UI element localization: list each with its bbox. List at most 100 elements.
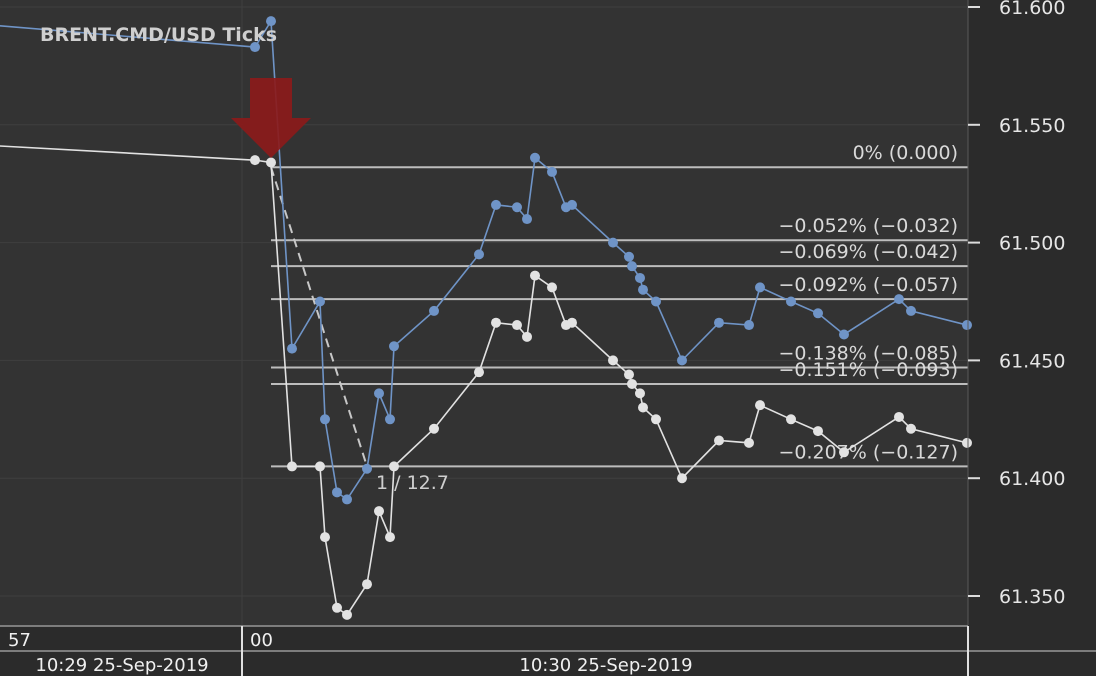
fibonacci-levels: 0% (0.000) −0.052% (−0.032) −0.069% (−0.04… (270, 142, 968, 468)
series-point-ask[interactable] (342, 494, 352, 505)
series-point-ask[interactable] (627, 261, 637, 272)
series-point-bid[interactable] (320, 532, 330, 543)
series-point-bid[interactable] (677, 473, 687, 484)
series-point-bid[interactable] (491, 317, 501, 328)
series-point-bid[interactable] (906, 423, 916, 434)
series-point-bid[interactable] (755, 400, 765, 411)
series-point-ask[interactable] (894, 294, 904, 305)
series-point-ask[interactable] (320, 414, 330, 425)
grid (0, 0, 968, 625)
series-point-bid[interactable] (962, 437, 972, 448)
series-point-bid[interactable] (638, 402, 648, 413)
series-point-bid[interactable] (332, 602, 342, 613)
series-point-ask[interactable] (677, 355, 687, 366)
series-point-ask[interactable] (385, 414, 395, 425)
series-point-bid[interactable] (287, 461, 297, 472)
x-axis[interactable]: 57 00 10:29 25-Sep-2019 10:30 25-Sep-2019 (0, 625, 1096, 676)
series-point-ask[interactable] (714, 317, 724, 328)
series-point-bid[interactable] (474, 367, 484, 378)
series-point-ask[interactable] (512, 202, 522, 213)
series-point-ask[interactable] (567, 199, 577, 210)
series-point-ask[interactable] (362, 463, 372, 474)
series-point-ask[interactable] (744, 320, 754, 331)
series-point-bid[interactable] (635, 388, 645, 399)
series-point-bid[interactable] (714, 435, 724, 446)
x-date-label: 10:30 25-Sep-2019 (519, 655, 692, 676)
chart-title: BRENT.CMD/USD Ticks (40, 24, 277, 46)
series-point-bid[interactable] (624, 369, 634, 380)
series-point-ask[interactable] (962, 320, 972, 331)
y-tick-label: 61.600 (999, 0, 1065, 19)
down-arrow-icon (231, 78, 311, 158)
plot-background (0, 0, 968, 625)
series-group (0, 16, 972, 620)
series-point-ask[interactable] (287, 343, 297, 354)
fib-trend-line[interactable] (270, 166, 368, 467)
series-point-bid[interactable] (894, 411, 904, 422)
y-tick-label: 61.450 (999, 350, 1065, 372)
series-point-ask[interactable] (608, 237, 618, 248)
fib-level-label: −0.092% (−0.057) (778, 274, 958, 296)
series-point-bid[interactable] (522, 331, 532, 342)
series-point-bid[interactable] (547, 282, 557, 293)
series-point-bid[interactable] (839, 447, 849, 458)
series-point-ask[interactable] (624, 251, 634, 262)
fib-level-label: −0.151% (−0.093) (778, 359, 958, 381)
series-point-bid[interactable] (530, 270, 540, 281)
series-point-bid[interactable] (567, 317, 577, 328)
series-point-ask[interactable] (638, 284, 648, 295)
y-tick-label: 61.550 (999, 115, 1065, 137)
series-point-ask[interactable] (429, 305, 439, 316)
series-point-bid[interactable] (429, 423, 439, 434)
series-point-ask[interactable] (315, 296, 325, 307)
series-point-bid[interactable] (627, 378, 637, 389)
fib-level-label: −0.052% (−0.032) (778, 215, 958, 237)
series-point-ask[interactable] (530, 152, 540, 163)
fib-ratio-label: 1 / 12.7 (376, 472, 449, 494)
series-point-ask[interactable] (839, 329, 849, 340)
x-tick-label: 57 (8, 630, 31, 651)
fib-level-label: −0.069% (−0.042) (778, 241, 958, 263)
series-point-bid[interactable] (315, 461, 325, 472)
x-tick-label: 00 (250, 630, 273, 651)
series-point-bid[interactable] (385, 532, 395, 543)
series-point-bid[interactable] (512, 320, 522, 331)
series-point-ask[interactable] (813, 308, 823, 319)
series-point-bid[interactable] (342, 609, 352, 620)
series-point-bid[interactable] (374, 506, 384, 517)
y-tick-label: 61.350 (999, 586, 1065, 608)
series-point-bid[interactable] (362, 579, 372, 590)
series-point-ask[interactable] (906, 305, 916, 316)
series-point-bid[interactable] (608, 355, 618, 366)
y-tick-label: 61.500 (999, 233, 1065, 255)
series-point-ask[interactable] (474, 249, 484, 260)
series-point-bid[interactable] (250, 155, 260, 166)
series-point-ask[interactable] (491, 199, 501, 210)
series-point-bid[interactable] (651, 414, 661, 425)
series-point-ask[interactable] (389, 341, 399, 352)
series-point-bid[interactable] (744, 437, 754, 448)
series-point-ask[interactable] (786, 296, 796, 307)
y-axis[interactable]: 61.600 61.550 61.500 61.450 61.400 61.350 (967, 0, 1065, 625)
series-point-bid[interactable] (389, 461, 399, 472)
series-point-ask[interactable] (332, 487, 342, 498)
series-point-bid[interactable] (266, 157, 276, 168)
axis-background (968, 0, 1096, 625)
series-point-ask[interactable] (266, 16, 276, 27)
series-point-bid[interactable] (786, 414, 796, 425)
fib-level-label: 0% (0.000) (853, 142, 958, 164)
series-point-ask[interactable] (651, 296, 661, 307)
series-point-ask[interactable] (547, 166, 557, 177)
series-point-ask[interactable] (250, 42, 260, 53)
fib-level-label: −0.138% (−0.085) (778, 342, 958, 364)
series-point-ask[interactable] (374, 388, 384, 399)
fib-level-label: −0.207% (−0.127) (778, 441, 958, 463)
y-tick-label: 61.400 (999, 468, 1065, 490)
x-date-label: 10:29 25-Sep-2019 (35, 655, 208, 676)
series-point-ask[interactable] (635, 272, 645, 283)
series-point-ask[interactable] (522, 214, 532, 225)
series-point-ask[interactable] (755, 282, 765, 293)
arrow-shape (231, 78, 311, 158)
series-point-bid[interactable] (813, 426, 823, 437)
